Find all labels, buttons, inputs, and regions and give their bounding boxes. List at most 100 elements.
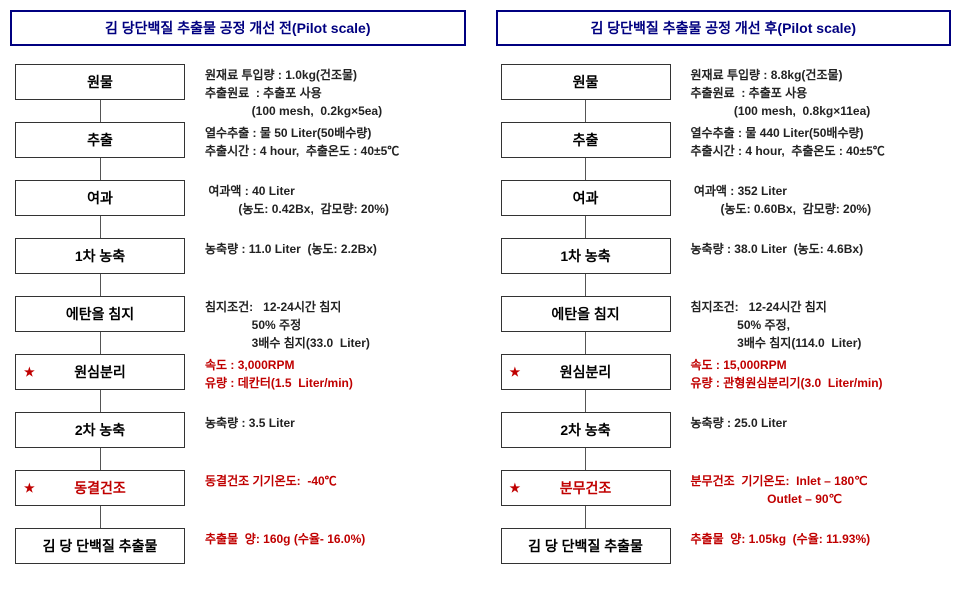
left-desc-4: 침지조건: 12-24시간 침지 50% 주정 3배수 침지(33.0 Lite… [190, 296, 466, 352]
right-desc-2: 여과액 : 352 Liter (농도: 0.60Bx, 감모량: 20%) [676, 180, 952, 218]
left-desc-line: 열수추출 : 물 50 Liter(50배수량) [205, 124, 466, 142]
left-step-wrap-0: 원물 [10, 64, 190, 122]
left-desc-line: 3배수 침지(33.0 Liter) [205, 334, 466, 352]
right-desc-5: 속도 : 15,000RPM유량 : 관형원심분리기(3.0 Liter/min… [676, 354, 952, 392]
connector [585, 274, 586, 296]
left-step-box-6: 2차 농축 [15, 412, 185, 448]
left-step-box-4: 에탄올 침지 [15, 296, 185, 332]
connector [585, 158, 586, 180]
left-desc-7: 동결건조 기기온도: -40℃ [190, 470, 466, 490]
right-row-0: 원물원재료 투입량 : 8.8kg(건조물)추출원료 : 추출포 사용 (100… [496, 64, 952, 122]
left-step-box-8: 김 당 단백질 추출물 [15, 528, 185, 564]
right-desc-line: 농축량 : 25.0 Liter [691, 414, 952, 432]
left-desc-line-red: 동결건조 기기온도: -40℃ [205, 472, 466, 490]
left-desc-line: (100 mesh, 0.2kg×5ea) [205, 102, 466, 120]
left-row-6: 2차 농축 농축량 : 3.5 Liter [10, 412, 466, 470]
left-row-8: 김 당 단백질 추출물 추출물 양: 160g (수율- 16.0%) [10, 528, 466, 564]
connector [100, 390, 101, 412]
right-step-wrap-3: 1차 농축 [496, 238, 676, 296]
right-desc-7: 분무건조 기기온도: Inlet – 180℃ Outlet – 90℃ [676, 470, 952, 508]
left-desc-5: 속도 : 3,000RPM유량 : 데칸터(1.5 Liter/min) [190, 354, 466, 392]
left-step-box-5: 원심분리★ [15, 354, 185, 390]
left-row-3: 1차 농축농축량 : 11.0 Liter (농도: 2.2Bx) [10, 238, 466, 296]
right-step-box-3: 1차 농축 [501, 238, 671, 274]
right-desc-8: 추출물 양: 1.05kg (수율: 11.93%) [676, 528, 952, 548]
left-step-box-3: 1차 농축 [15, 238, 185, 274]
left-desc-line: 50% 주정 [205, 316, 466, 334]
right-row-2: 여과 여과액 : 352 Liter (농도: 0.60Bx, 감모량: 20%… [496, 180, 952, 238]
right-desc-4: 침지조건: 12-24시간 침지 50% 주정, 3배수 침지(114.0 Li… [676, 296, 952, 352]
right-desc-line-red: 분무건조 기기온도: Inlet – 180℃ [691, 472, 952, 490]
connector [585, 506, 586, 528]
right-row-7: 분무건조★분무건조 기기온도: Inlet – 180℃ Outlet – 90… [496, 470, 952, 528]
left-desc-line-red: 추출물 양: 160g (수율- 16.0%) [205, 530, 466, 548]
right-step-box-7: 분무건조★ [501, 470, 671, 506]
connector [100, 332, 101, 354]
left-desc-line: 추출시간 : 4 hour, 추출온도 : 40±5℃ [205, 142, 466, 160]
right-desc-1: 열수추출 : 물 440 Liter(50배수량)추출시간 : 4 hour, … [676, 122, 952, 160]
left-step-box-7: 동결건조★ [15, 470, 185, 506]
left-title: 김 당단백질 추출물 공정 개선 전(Pilot scale) [10, 10, 466, 46]
right-step-box-1: 추출 [501, 122, 671, 158]
left-desc-line-red: 속도 : 3,000RPM [205, 356, 466, 374]
right-desc-line: 3배수 침지(114.0 Liter) [691, 334, 952, 352]
right-step-box-6: 2차 농축 [501, 412, 671, 448]
connector [100, 100, 101, 122]
connector [585, 332, 586, 354]
right-step-wrap-4: 에탄올 침지 [496, 296, 676, 354]
left-desc-line: (농도: 0.42Bx, 감모량: 20%) [205, 200, 466, 218]
right-row-8: 김 당 단백질 추출물 추출물 양: 1.05kg (수율: 11.93%) [496, 528, 952, 564]
right-row-4: 에탄올 침지침지조건: 12-24시간 침지 50% 주정, 3배수 침지(11… [496, 296, 952, 354]
right-desc-line: 열수추출 : 물 440 Liter(50배수량) [691, 124, 952, 142]
left-row-2: 여과 여과액 : 40 Liter (농도: 0.42Bx, 감모량: 20%) [10, 180, 466, 238]
right-desc-line: (농도: 0.60Bx, 감모량: 20%) [691, 200, 952, 218]
left-desc-line: 원재료 투입량 : 1.0kg(건조물) [205, 66, 466, 84]
connector [100, 216, 101, 238]
right-step-wrap-8: 김 당 단백질 추출물 [496, 528, 676, 564]
left-desc-2: 여과액 : 40 Liter (농도: 0.42Bx, 감모량: 20%) [190, 180, 466, 218]
left-step-box-2: 여과 [15, 180, 185, 216]
left-desc-1: 열수추출 : 물 50 Liter(50배수량)추출시간 : 4 hour, 추… [190, 122, 466, 160]
right-desc-line-red: Outlet – 90℃ [691, 490, 952, 508]
left-desc-8: 추출물 양: 160g (수율- 16.0%) [190, 528, 466, 548]
left-row-4: 에탄올 침지침지조건: 12-24시간 침지 50% 주정 3배수 침지(33.… [10, 296, 466, 354]
right-step-wrap-5: 원심분리★ [496, 354, 676, 412]
right-row-5: 원심분리★속도 : 15,000RPM유량 : 관형원심분리기(3.0 Lite… [496, 354, 952, 412]
right-step-box-4: 에탄올 침지 [501, 296, 671, 332]
connector [585, 448, 586, 470]
right-step-box-2: 여과 [501, 180, 671, 216]
star-icon: ★ [510, 365, 521, 379]
right-row-1: 추출열수추출 : 물 440 Liter(50배수량)추출시간 : 4 hour… [496, 122, 952, 180]
connector [100, 506, 101, 528]
right-row-3: 1차 농축농축량 : 38.0 Liter (농도: 4.6Bx) [496, 238, 952, 296]
left-step-wrap-3: 1차 농축 [10, 238, 190, 296]
right-step-box-0: 원물 [501, 64, 671, 100]
left-desc-6: 농축량 : 3.5 Liter [190, 412, 466, 432]
right-desc-line: (100 mesh, 0.8kg×11ea) [691, 102, 952, 120]
right-row-6: 2차 농축 농축량 : 25.0 Liter [496, 412, 952, 470]
star-icon: ★ [24, 365, 35, 379]
right-title: 김 당단백질 추출물 공정 개선 후(Pilot scale) [496, 10, 952, 46]
right-step-box-5: 원심분리★ [501, 354, 671, 390]
left-step-wrap-4: 에탄올 침지 [10, 296, 190, 354]
left-step-wrap-7: 동결건조★ [10, 470, 190, 528]
right-desc-line: 추출시간 : 4 hour, 추출온도 : 40±5℃ [691, 142, 952, 160]
right-step-wrap-7: 분무건조★ [496, 470, 676, 528]
left-desc-line: 여과액 : 40 Liter [205, 182, 466, 200]
right-step-wrap-2: 여과 [496, 180, 676, 238]
right-desc-line-red: 추출물 양: 1.05kg (수율: 11.93%) [691, 530, 952, 548]
left-desc-0: 원재료 투입량 : 1.0kg(건조물)추출원료 : 추출포 사용 (100 m… [190, 64, 466, 120]
right-step-wrap-0: 원물 [496, 64, 676, 122]
left-row-0: 원물원재료 투입량 : 1.0kg(건조물)추출원료 : 추출포 사용 (100… [10, 64, 466, 122]
right-desc-line: 여과액 : 352 Liter [691, 182, 952, 200]
left-desc-line: 농축량 : 3.5 Liter [205, 414, 466, 432]
left-desc-line-red: 유량 : 데칸터(1.5 Liter/min) [205, 374, 466, 392]
left-desc-line: 침지조건: 12-24시간 침지 [205, 298, 466, 316]
connector [100, 158, 101, 180]
right-step-wrap-6: 2차 농축 [496, 412, 676, 470]
left-step-wrap-5: 원심분리★ [10, 354, 190, 412]
left-step-wrap-6: 2차 농축 [10, 412, 190, 470]
right-desc-0: 원재료 투입량 : 8.8kg(건조물)추출원료 : 추출포 사용 (100 m… [676, 64, 952, 120]
left-row-7: 동결건조★ 동결건조 기기온도: -40℃ [10, 470, 466, 528]
left-step-wrap-1: 추출 [10, 122, 190, 180]
